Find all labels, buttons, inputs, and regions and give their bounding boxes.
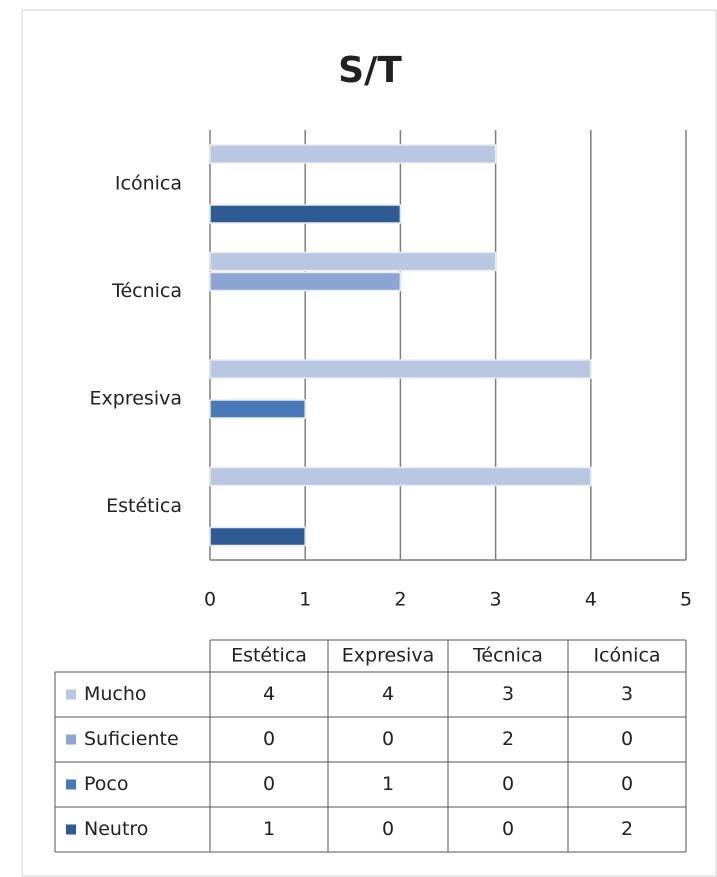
bar [209, 526, 306, 547]
legend-swatch [66, 824, 76, 835]
bar [209, 466, 592, 487]
bar [209, 251, 497, 272]
table-cell: 0 [621, 728, 633, 750]
x-tick-label: 3 [490, 589, 502, 611]
table-header: Estética [231, 645, 307, 667]
x-tick-label: 0 [204, 589, 216, 611]
table-cell: 0 [621, 773, 633, 795]
bar [209, 271, 402, 292]
x-tick-label: 4 [585, 589, 597, 611]
table-cell: 0 [382, 728, 394, 750]
legend-swatch [66, 689, 76, 700]
table-cell: 1 [263, 818, 275, 840]
bar [209, 204, 402, 224]
table-cell: 0 [263, 773, 275, 795]
x-tick-label: 5 [680, 589, 692, 611]
table-header: Expresiva [342, 645, 434, 667]
table-cell: 0 [382, 818, 394, 840]
table-header: Icónica [593, 645, 660, 667]
table-cell: 0 [263, 728, 275, 750]
bar [209, 144, 497, 164]
y-tick-label: Icónica [115, 172, 182, 194]
table-cell: 2 [502, 728, 514, 750]
chart-title: S/T [338, 50, 402, 91]
table-cell: 4 [263, 683, 275, 705]
bar [209, 359, 592, 379]
table-cell: 3 [621, 683, 633, 705]
table-cell: 2 [621, 818, 633, 840]
legend-label: Poco [84, 773, 128, 795]
legend-swatch [66, 779, 76, 790]
y-tick-label: Técnica [111, 280, 182, 302]
legend-label: Mucho [84, 683, 147, 705]
table-cell: 1 [382, 773, 394, 795]
x-tick-label: 1 [299, 589, 311, 611]
y-tick-label: Estética [106, 495, 182, 517]
table-cell: 4 [382, 683, 394, 705]
legend-label: Suficiente [84, 728, 179, 750]
table-cell: 0 [502, 818, 514, 840]
legend-swatch [66, 734, 76, 745]
bar [209, 399, 306, 419]
table-header: Técnica [472, 645, 543, 667]
table-cell: 3 [502, 683, 514, 705]
legend-label: Neutro [84, 818, 148, 840]
x-tick-label: 2 [394, 589, 406, 611]
y-tick-label: Expresiva [90, 387, 182, 409]
table-cell: 0 [502, 773, 514, 795]
